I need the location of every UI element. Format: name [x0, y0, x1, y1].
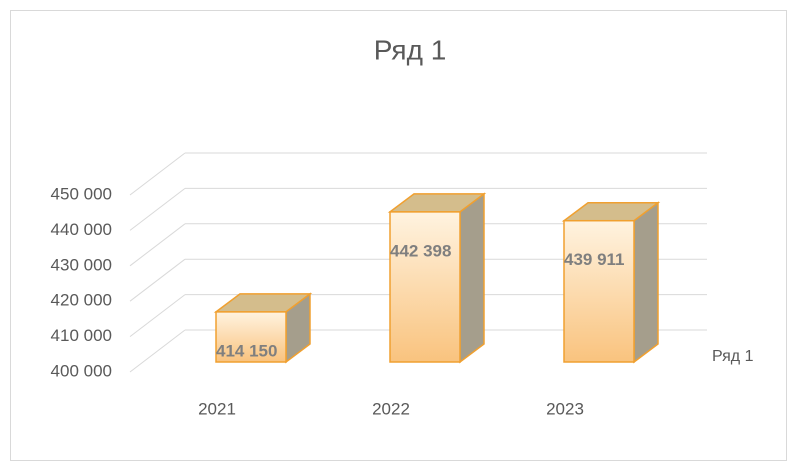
grid-line [129, 329, 186, 373]
data-label: 414 150 [216, 341, 277, 360]
x-tick-label: 2023 [546, 399, 584, 418]
grid-line [129, 152, 186, 196]
data-label: 442 398 [390, 241, 451, 260]
y-tick-label: 410 000 [51, 326, 112, 345]
bar [215, 311, 287, 363]
bar [389, 211, 461, 363]
grid-line [129, 223, 186, 267]
y-tick-label: 420 000 [51, 291, 112, 310]
bar [563, 219, 635, 363]
y-tick-label: 430 000 [51, 255, 112, 274]
legend-label: Ряд 1 [712, 348, 754, 365]
y-tick-label: 450 000 [51, 184, 112, 203]
bar-side [459, 192, 485, 364]
chart-title: Ряд 1 [374, 34, 447, 65]
x-tick-label: 2021 [198, 399, 236, 418]
y-tick-label: 400 000 [51, 361, 112, 380]
x-tick-label: 2022 [372, 399, 410, 418]
bar-side [633, 201, 659, 364]
grid-line [129, 294, 186, 337]
y-tick-label: 440 000 [51, 220, 112, 239]
grid-line [129, 188, 186, 231]
grid-line [129, 258, 186, 302]
data-label: 439 911 [564, 250, 625, 269]
